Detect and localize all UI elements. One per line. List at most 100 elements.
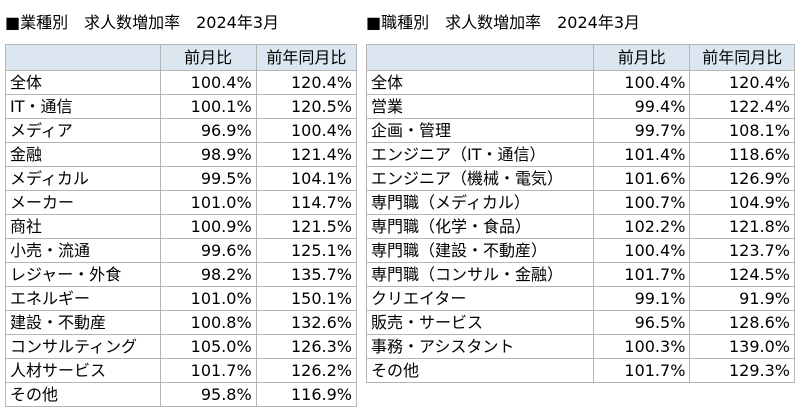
label-cell: 事務・アシスタント xyxy=(365,334,595,359)
value-cell: 99.7% xyxy=(593,118,691,143)
table-row: 事務・アシスタント 100.3% 139.0% xyxy=(365,334,795,359)
table-row: 企画・管理 99.7% 108.1% xyxy=(365,118,795,143)
value-cell: 120.5% xyxy=(255,94,358,119)
data-table: 前月比 前年同月比 全体 100.4% 120.4% IT・通信 100.1% 120.5% メ… xyxy=(5,44,358,407)
table-row: 金融 98.9% 121.4% xyxy=(5,142,358,167)
label-cell: 金融 xyxy=(5,142,161,167)
label-cell: メディカル xyxy=(5,166,161,191)
table-row: メディカル 99.5% 104.1% xyxy=(5,166,358,191)
value-cell: 123.7% xyxy=(689,238,795,263)
value-cell: 99.6% xyxy=(159,238,257,263)
header-row: 前月比 前年同月比 xyxy=(5,44,358,71)
label-cell: レジャー・外食 xyxy=(5,262,161,287)
value-cell: 96.9% xyxy=(159,118,257,143)
value-cell: 114.7% xyxy=(255,190,358,215)
label-cell: メディア xyxy=(5,118,161,143)
header-cell xyxy=(5,44,161,71)
label-cell: メーカー xyxy=(5,190,161,215)
value-cell: 118.6% xyxy=(689,142,795,167)
value-cell: 101.7% xyxy=(593,358,691,383)
label-cell: エンジニア（IT・通信） xyxy=(365,142,595,167)
table-row: 小売・流通 99.6% 125.1% xyxy=(5,238,358,263)
value-cell: 128.6% xyxy=(689,310,795,335)
value-cell: 150.1% xyxy=(255,286,358,311)
label-cell: 全体 xyxy=(5,70,161,95)
value-cell: 95.8% xyxy=(159,382,257,407)
value-cell: 120.4% xyxy=(689,70,795,95)
value-cell: 126.3% xyxy=(255,334,358,359)
label-cell: 専門職（化学・食品） xyxy=(365,214,595,239)
table-row: 建設・不動産 100.8% 132.6% xyxy=(5,310,358,335)
label-cell: クリエイター xyxy=(365,286,595,311)
table-row: 商社 100.9% 121.5% xyxy=(5,214,358,239)
label-cell: エンジニア（機械・電気） xyxy=(365,166,595,191)
header-cell: 前年同月比 xyxy=(689,44,795,71)
header-row: 前月比 前年同月比 xyxy=(365,44,795,71)
value-cell: 100.4% xyxy=(255,118,358,143)
value-cell: 139.0% xyxy=(689,334,795,359)
label-cell: その他 xyxy=(5,382,161,407)
table-row: エンジニア（機械・電気） 101.6% 126.9% xyxy=(365,166,795,191)
header-cell xyxy=(365,44,595,71)
value-cell: 96.5% xyxy=(593,310,691,335)
data-table: 前月比 前年同月比 全体 100.4% 120.4% 営業 99.4% 122.4% 企画・管理… xyxy=(365,44,795,383)
table-row: 人材サービス 101.7% 126.2% xyxy=(5,358,358,383)
value-cell: 121.4% xyxy=(255,142,358,167)
value-cell: 100.4% xyxy=(593,238,691,263)
label-cell: 全体 xyxy=(365,70,595,95)
table-row: 全体 100.4% 120.4% xyxy=(365,70,795,95)
label-cell: IT・通信 xyxy=(5,94,161,119)
value-cell: 99.4% xyxy=(593,94,691,119)
header-cell: 前月比 xyxy=(593,44,691,71)
value-cell: 100.8% xyxy=(159,310,257,335)
value-cell: 98.2% xyxy=(159,262,257,287)
value-cell: 101.6% xyxy=(593,166,691,191)
value-cell: 129.3% xyxy=(689,358,795,383)
value-cell: 101.4% xyxy=(593,142,691,167)
table-row: その他 95.8% 116.9% xyxy=(5,382,358,407)
table-row: レジャー・外食 98.2% 135.7% xyxy=(5,262,358,287)
table-row: 販売・サービス 96.5% 128.6% xyxy=(365,310,795,335)
value-cell: 101.0% xyxy=(159,286,257,311)
table-row: 専門職（化学・食品） 102.2% 121.8% xyxy=(365,214,795,239)
value-cell: 101.7% xyxy=(159,358,257,383)
table-row: メディア 96.9% 100.4% xyxy=(5,118,358,143)
table-title: ■業種別 求人数増加率 2024年3月 xyxy=(5,13,280,32)
value-cell: 121.8% xyxy=(689,214,795,239)
label-cell: エネルギー xyxy=(5,286,161,311)
label-cell: 販売・サービス xyxy=(365,310,595,335)
table-row: エネルギー 101.0% 150.1% xyxy=(5,286,358,311)
table-row: IT・通信 100.1% 120.5% xyxy=(5,94,358,119)
table-row: クリエイター 99.1% 91.9% xyxy=(365,286,795,311)
value-cell: 101.0% xyxy=(159,190,257,215)
value-cell: 100.7% xyxy=(593,190,691,215)
value-cell: 98.9% xyxy=(159,142,257,167)
table-row: 専門職（メディカル） 100.7% 104.9% xyxy=(365,190,795,215)
table-row: 営業 99.4% 122.4% xyxy=(365,94,795,119)
value-cell: 100.3% xyxy=(593,334,691,359)
table-row: コンサルティング 105.0% 126.3% xyxy=(5,334,358,359)
table-row: 全体 100.4% 120.4% xyxy=(5,70,358,95)
value-cell: 100.4% xyxy=(159,70,257,95)
value-cell: 100.1% xyxy=(159,94,257,119)
value-cell: 116.9% xyxy=(255,382,358,407)
label-cell: コンサルティング xyxy=(5,334,161,359)
value-cell: 99.1% xyxy=(593,286,691,311)
label-cell: 専門職（メディカル） xyxy=(365,190,595,215)
label-cell: 人材サービス xyxy=(5,358,161,383)
table-row: 専門職（コンサル・金融） 101.7% 124.5% xyxy=(365,262,795,287)
value-cell: 99.5% xyxy=(159,166,257,191)
label-cell: 企画・管理 xyxy=(365,118,595,143)
value-cell: 102.2% xyxy=(593,214,691,239)
value-cell: 135.7% xyxy=(255,262,358,287)
value-cell: 100.9% xyxy=(159,214,257,239)
value-cell: 101.7% xyxy=(593,262,691,287)
label-cell: 専門職（建設・不動産） xyxy=(365,238,595,263)
value-cell: 126.2% xyxy=(255,358,358,383)
table-title: ■職種別 求人数増加率 2024年3月 xyxy=(366,13,641,32)
label-cell: 建設・不動産 xyxy=(5,310,161,335)
label-cell: その他 xyxy=(365,358,595,383)
value-cell: 120.4% xyxy=(255,70,358,95)
value-cell: 100.4% xyxy=(593,70,691,95)
